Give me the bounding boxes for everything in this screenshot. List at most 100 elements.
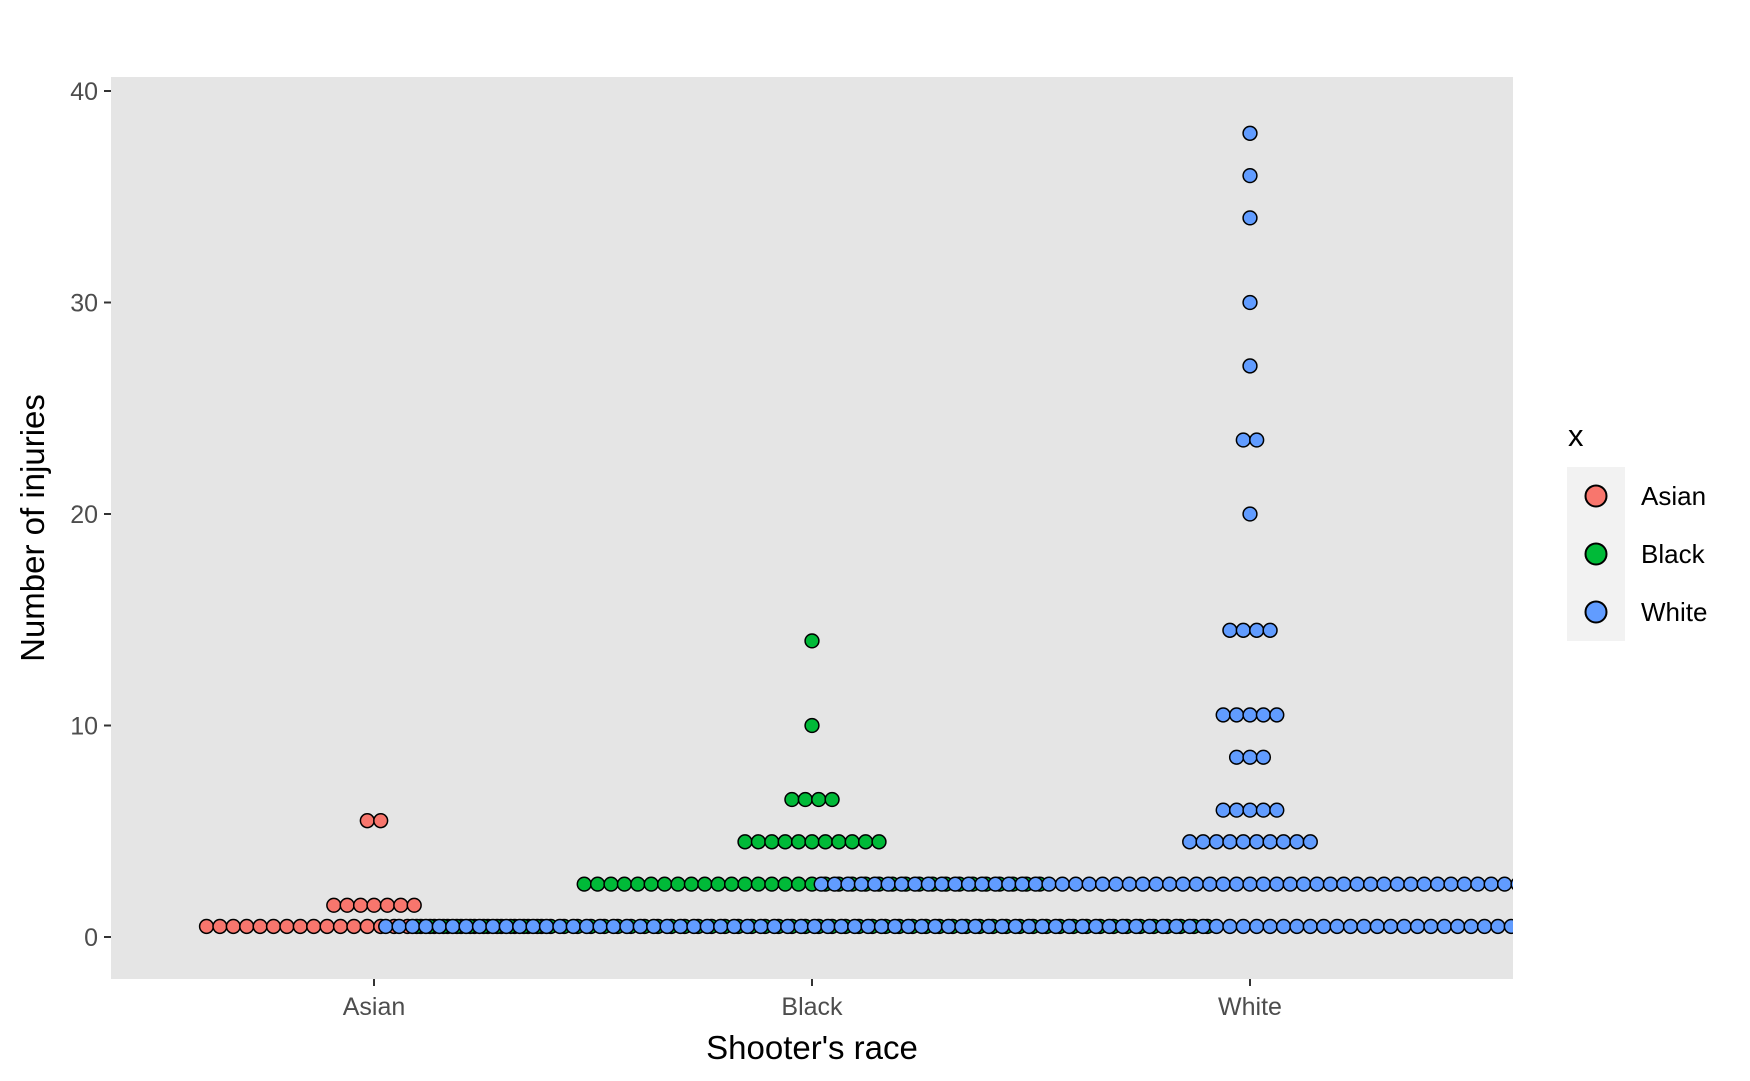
dot-black — [777, 834, 793, 850]
dot-white — [1215, 876, 1231, 892]
dot-white — [920, 876, 937, 892]
dot-white — [981, 918, 997, 935]
dot-white — [672, 918, 689, 935]
dot-white — [947, 876, 963, 892]
dot-white — [1242, 506, 1258, 522]
dot-black — [723, 876, 740, 892]
dot-white — [893, 876, 910, 892]
dot-white — [1088, 918, 1104, 935]
dot-white — [1175, 876, 1191, 892]
dot-white — [404, 918, 421, 935]
dot-white — [1161, 876, 1178, 892]
y-tick-label: 0 — [84, 924, 98, 952]
dot-white — [987, 876, 1004, 892]
dot-white — [1565, 877, 1579, 891]
dot-white — [1342, 918, 1359, 935]
dot-black — [831, 834, 847, 850]
dot-white — [1235, 622, 1251, 638]
dot-black — [656, 876, 673, 892]
dot-white — [1208, 834, 1225, 850]
dot-white — [940, 918, 957, 935]
dot-white — [813, 876, 829, 892]
dot-white — [1235, 834, 1251, 850]
x-axis-title: Shooter's race — [706, 1029, 918, 1066]
dot-white — [1061, 918, 1077, 935]
y-tick-label: 20 — [70, 501, 98, 529]
dot-black — [790, 876, 807, 892]
dot-white — [1551, 877, 1565, 891]
dot-white — [431, 918, 447, 935]
dot-white — [1262, 834, 1278, 850]
dot-white — [820, 918, 836, 935]
dot-white — [632, 918, 648, 935]
dot-white — [1558, 920, 1572, 934]
dot-asian — [212, 918, 228, 935]
dot-black — [697, 876, 713, 892]
dot-asian — [366, 897, 382, 913]
dot-white — [1545, 920, 1559, 934]
dot-asian — [406, 897, 422, 913]
dot-black — [603, 876, 619, 892]
dot-white — [471, 918, 488, 935]
legend-title: x — [1568, 418, 1584, 453]
dot-white — [1719, 920, 1733, 934]
dot-white — [880, 876, 896, 892]
dot-white — [445, 918, 461, 935]
dot-white — [1598, 920, 1612, 934]
dot-white — [887, 918, 903, 935]
dot-white — [1222, 622, 1238, 638]
dot-black — [790, 834, 807, 850]
dot-white — [1242, 876, 1258, 892]
dot-asian — [279, 918, 295, 935]
dot-white — [1585, 920, 1599, 934]
dot-white — [1155, 918, 1171, 935]
dot-asian — [225, 918, 241, 935]
dot-black — [811, 791, 827, 808]
dot-white — [1389, 876, 1406, 892]
dot-white — [1705, 920, 1719, 934]
dot-asian — [346, 918, 362, 935]
dot-white — [1242, 294, 1258, 311]
x-axis: Asian Black White — [343, 979, 1282, 1021]
legend-label-black: Black — [1641, 539, 1706, 569]
dot-asian — [332, 918, 349, 935]
dot-white — [1208, 918, 1225, 935]
dot-white — [1463, 918, 1479, 935]
dot-black — [777, 876, 793, 892]
dot-white — [619, 918, 635, 935]
dot-white — [1336, 876, 1352, 892]
dot-white — [646, 918, 662, 935]
dot-white — [1732, 920, 1746, 934]
dot-asian — [252, 918, 268, 935]
dot-black — [804, 717, 820, 734]
dot-white — [753, 918, 769, 935]
dot-white — [1021, 918, 1037, 935]
dot-white — [1322, 876, 1339, 892]
dot-white — [780, 918, 796, 935]
dot-white — [1679, 920, 1693, 934]
dot-white — [1034, 918, 1050, 935]
dot-white — [1068, 876, 1084, 892]
dot-white — [1396, 918, 1412, 935]
dot-white — [900, 918, 916, 935]
dot-white — [1242, 802, 1258, 818]
y-axis: 0 10 20 30 40 — [70, 78, 111, 952]
dot-white — [1416, 876, 1432, 892]
x-tick-label: Asian — [343, 993, 406, 1021]
dot-white — [1255, 707, 1272, 723]
dot-black — [871, 834, 887, 850]
dot-asian — [359, 813, 375, 829]
dot-white — [1592, 877, 1606, 891]
dot-white — [1242, 125, 1258, 141]
dot-white — [1275, 918, 1292, 935]
dot-white — [1249, 918, 1265, 935]
dot-asian — [359, 918, 375, 935]
dot-white — [1503, 918, 1513, 935]
dot-white — [1249, 622, 1265, 638]
dot-black — [804, 633, 820, 649]
dot-black — [576, 876, 592, 892]
dot-white — [1249, 834, 1265, 850]
dot-white — [1121, 876, 1138, 892]
dot-white — [1101, 918, 1117, 935]
dot-asian — [373, 813, 389, 829]
